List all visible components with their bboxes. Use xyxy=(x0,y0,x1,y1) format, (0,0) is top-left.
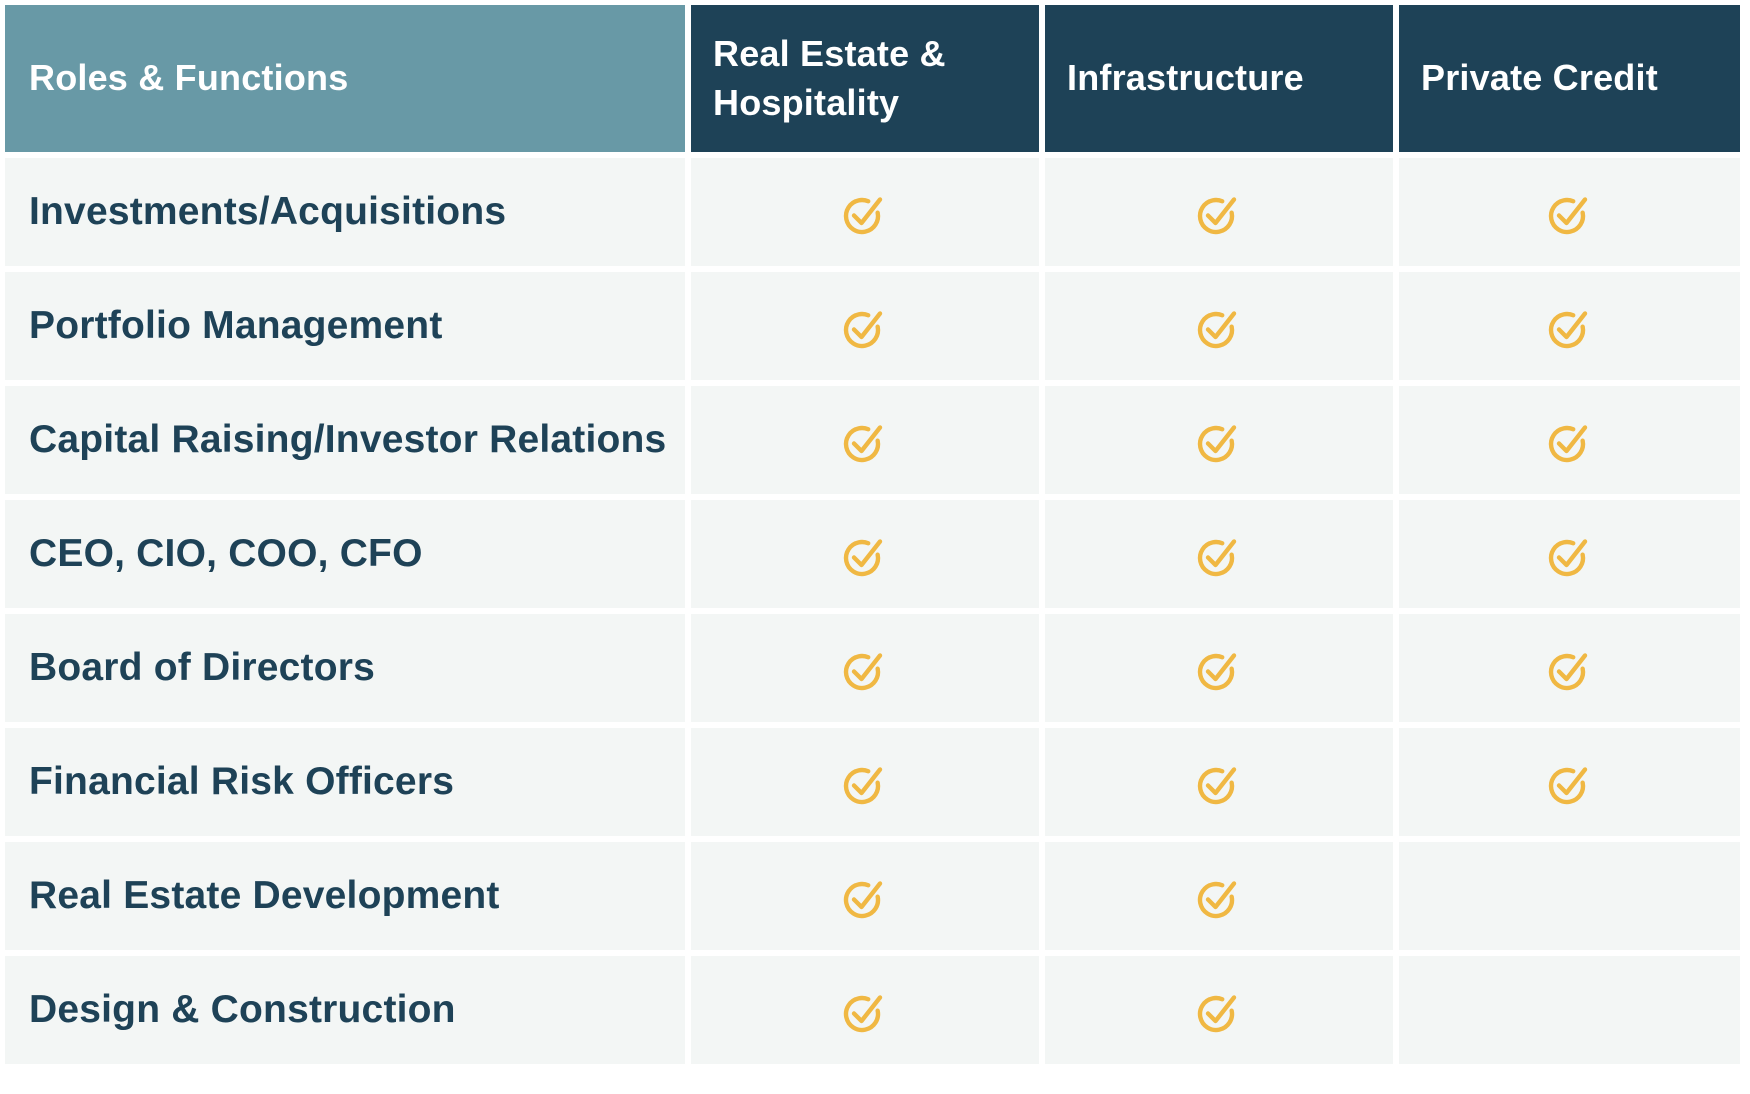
row-label: Investments/Acquisitions xyxy=(5,158,685,266)
empty-cell xyxy=(1399,956,1740,1064)
check-cell xyxy=(691,842,1039,950)
column-header-real-estate-hospitality: Real Estate & Hospitality xyxy=(691,5,1039,152)
check-cell xyxy=(1399,158,1740,266)
check-circle-icon xyxy=(841,530,889,578)
check-cell xyxy=(1045,272,1393,380)
check-cell xyxy=(1045,956,1393,1064)
check-cell xyxy=(1045,728,1393,836)
check-circle-icon xyxy=(1195,302,1243,350)
check-cell xyxy=(691,386,1039,494)
column-header-private-credit: Private Credit xyxy=(1399,5,1740,152)
check-circle-icon xyxy=(1195,530,1243,578)
check-circle-icon xyxy=(841,644,889,692)
empty-cell xyxy=(1399,842,1740,950)
check-circle-icon xyxy=(1195,986,1243,1034)
check-cell xyxy=(691,158,1039,266)
row-label: Capital Raising/Investor Relations xyxy=(5,386,685,494)
check-circle-icon xyxy=(1546,188,1594,236)
check-cell xyxy=(691,500,1039,608)
column-header-roles-functions: Roles & Functions xyxy=(5,5,685,152)
check-cell xyxy=(1045,386,1393,494)
check-circle-icon xyxy=(841,302,889,350)
check-circle-icon xyxy=(1546,416,1594,464)
check-cell xyxy=(1045,614,1393,722)
check-circle-icon xyxy=(1546,644,1594,692)
column-header-infrastructure: Infrastructure xyxy=(1045,5,1393,152)
check-circle-icon xyxy=(841,416,889,464)
check-circle-icon xyxy=(841,986,889,1034)
check-circle-icon xyxy=(1546,530,1594,578)
check-cell xyxy=(1399,272,1740,380)
check-circle-icon xyxy=(1195,188,1243,236)
roles-functions-table: Roles & Functions Real Estate & Hospital… xyxy=(5,5,1740,1064)
check-circle-icon xyxy=(841,188,889,236)
check-cell xyxy=(1045,158,1393,266)
check-circle-icon xyxy=(1195,872,1243,920)
check-cell xyxy=(1045,842,1393,950)
check-cell xyxy=(691,956,1039,1064)
check-circle-icon xyxy=(841,872,889,920)
check-circle-icon xyxy=(1195,644,1243,692)
check-cell xyxy=(1045,500,1393,608)
check-circle-icon xyxy=(841,758,889,806)
check-cell xyxy=(1399,614,1740,722)
check-circle-icon xyxy=(1195,416,1243,464)
row-label: Portfolio Management xyxy=(5,272,685,380)
check-cell xyxy=(1399,728,1740,836)
check-cell xyxy=(1399,386,1740,494)
check-cell xyxy=(691,728,1039,836)
row-label: Board of Directors xyxy=(5,614,685,722)
check-circle-icon xyxy=(1546,302,1594,350)
row-label: Real Estate Development xyxy=(5,842,685,950)
check-circle-icon xyxy=(1546,758,1594,806)
row-label: Financial Risk Officers xyxy=(5,728,685,836)
row-label: Design & Construction xyxy=(5,956,685,1064)
check-circle-icon xyxy=(1195,758,1243,806)
row-label: CEO, CIO, COO, CFO xyxy=(5,500,685,608)
check-cell xyxy=(1399,500,1740,608)
check-cell xyxy=(691,272,1039,380)
check-cell xyxy=(691,614,1039,722)
